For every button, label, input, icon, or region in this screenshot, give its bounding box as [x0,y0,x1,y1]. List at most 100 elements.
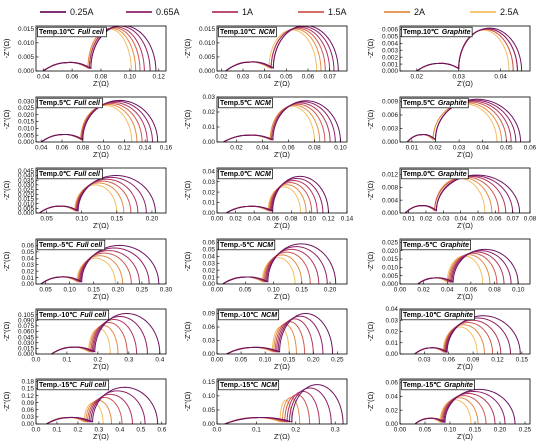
panel-title-temp: Temp.-5℃ [39,241,73,249]
y-axis-label: -Z''(Ω) [2,39,11,59]
y-tick-label: 0.020 [18,112,34,119]
series-line [223,100,341,142]
panel-title: Temp.-15℃ Full cell [37,379,110,391]
panel-title-box [37,97,103,109]
y-tick-label: 0.010 [382,265,398,272]
panel-title-temp: Temp.-15℃ [403,381,441,389]
y-tick-label: 0.000 [18,68,34,75]
eis-panel: 0.03 0.06 0.09 0.12 0.15 0.00 0.01 0.02 0.03 0.04… [366,306,531,371]
panel-title-kind: Graphite [440,242,469,249]
panel-title-kind: Full cell [78,29,105,36]
y-tick-label: 0.030 [18,98,34,105]
x-tick-label: 0.2 [291,427,300,434]
panel-title-box [401,379,475,391]
y-tick-label: 0.18 [22,379,35,386]
series-group [42,26,157,71]
y-tick-label: 0.04 [386,394,399,401]
eis-panel: 0.0 0.1 0.2 0.3 0.00 0.05 0.10 0.15 Z'(Ω) -Z''(Ω)… [183,378,348,441]
panel-title-box [401,97,469,109]
y-tick-label: 0.003 [382,47,398,54]
y-tick-label: 0.004 [382,197,398,204]
y-tick-label: 0.00 [386,351,399,358]
x-tick-label: 0.04 [454,216,467,223]
x-tick-label: 0.04 [248,216,261,223]
y-tick-label: 0.045 [18,168,34,175]
y-tick-label: 0.005 [382,34,398,41]
panel-title-kind: Full cell [80,382,107,389]
series-group [39,174,156,213]
y-tick-label: 0.15 [22,386,35,393]
y-axis-label: -Z''(Ω) [366,392,375,412]
series-group [414,315,521,354]
x-tick-label: 0.03 [237,74,250,81]
x-tick-label: 0.20 [494,427,507,434]
y-tick-label: 0.00 [203,210,216,217]
y-tick-label: 0.020 [18,191,34,198]
x-tick-label: 0.10 [124,74,137,81]
panel-title-kind: Graphite [442,29,471,36]
x-tick-label: 0.07 [323,74,336,81]
y-tick-label: 0.015 [382,256,398,263]
series-group [223,100,341,142]
panel-title-kind: Graphite [444,312,473,319]
x-tick-label: 0.06 [56,145,69,152]
panel-title: Temp.-5℃ Full cell [37,239,106,251]
y-tick-label: 0.06 [386,380,399,387]
y-axis-label: -Z''(Ω) [183,110,192,130]
x-tick-label: 0.06 [282,145,295,152]
x-tick-label: 0.16 [160,145,173,152]
series-line [414,388,516,424]
series-line [224,384,344,424]
series-group [51,312,161,354]
x-tick-label: 0.25 [331,357,344,364]
x-tick-label: 0.00 [211,287,224,294]
x-tick-label: 0.20 [324,287,337,294]
x-tick-label: 0.20 [146,216,159,223]
plot-frame [35,238,167,285]
panel-title: Temp.10℃ Graphite [401,26,473,38]
y-axis-label: -Z''(Ω) [183,252,192,272]
panel-title-kind: Graphite [438,171,467,178]
y-tick-label: 0.06 [203,240,216,247]
panel-title-box [37,379,110,391]
panel-title-temp: Temp.10℃ [403,28,439,36]
y-tick-label: 0.01 [203,274,216,281]
series-group [225,26,339,71]
eis-panel: 0.04 0.06 0.08 0.10 0.12 0.000 0.005 0.010 0.015… [2,25,167,88]
y-tick-label: 0.15 [203,379,216,386]
x-tick-label: 0.10 [444,427,457,434]
y-tick-label: 0.01 [203,200,216,207]
panel-title: Temp.0℃ NCM [218,168,273,180]
y-tick-label: 0.00 [203,139,216,146]
y-tick-label: 0.02 [203,189,216,196]
x-tick-label: 0.06 [266,216,279,223]
plot-frame [216,96,348,143]
panel-title: Temp.10℃ Full cell [37,26,107,38]
x-axis-label: Z'(Ω) [457,432,473,441]
panel-title-kind: Full cell [76,242,103,249]
panel-title-temp: Temp.0℃ [403,170,435,178]
x-tick-label: 0.03 [452,74,465,81]
panel-title-kind: NCM [259,29,275,36]
x-tick-label: 0.10 [75,216,88,223]
x-tick-label: 0.05 [239,287,252,294]
y-tick-label: 0.02 [203,267,216,274]
y-tick-label: 0.000 [382,210,398,217]
eis-panel: 0.02 0.03 0.040.0000.0010.0020.0030.0040.0… [366,25,531,88]
x-tick-label: 0.12 [491,357,504,364]
y-tick-label: 0.025 [18,105,34,112]
series-line [40,99,159,142]
y-tick-label: 0.06 [22,243,35,250]
plot-frame [399,167,531,214]
plot-frame [216,25,348,72]
x-axis-label: Z'(Ω) [93,432,109,441]
panel-title: Temp.0℃ Full cell [37,168,103,180]
y-tick-label: 0.030 [18,182,34,189]
series-line [42,26,157,71]
panel-title: Temp.5℃ Graphite [401,97,469,109]
